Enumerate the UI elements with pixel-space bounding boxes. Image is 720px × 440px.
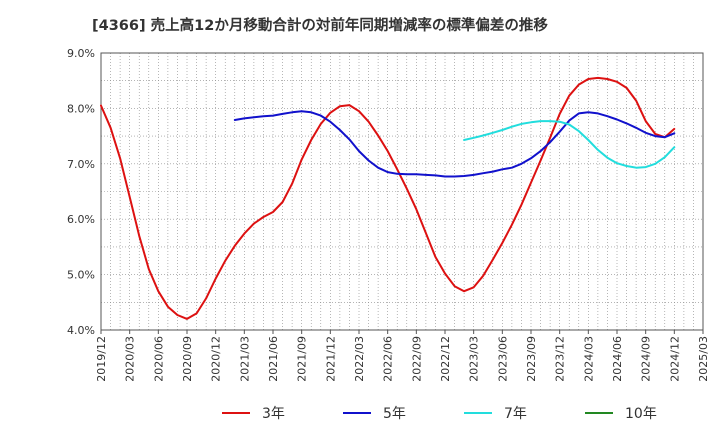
x-tick-label: 2023/03: [468, 336, 481, 382]
legend-label: 5年: [383, 406, 406, 422]
x-tick-label: 2021/09: [296, 336, 309, 382]
grid-lines: [101, 53, 703, 330]
y-tick-label: 6.0%: [67, 213, 95, 226]
x-tick-label: 2022/12: [439, 336, 452, 382]
x-tick-label: 2019/12: [95, 336, 108, 382]
x-tick-label: 2024/06: [611, 336, 624, 382]
legend-label: 7年: [504, 406, 527, 422]
x-tick-label: 2023/06: [496, 336, 509, 382]
x-tick-label: 2020/12: [210, 336, 223, 382]
x-tick-label: 2022/06: [382, 336, 395, 382]
x-tick-label: 2021/03: [238, 336, 251, 382]
x-tick-label: 2022/09: [410, 336, 423, 382]
x-tick-label: 2024/12: [668, 336, 681, 382]
x-tick-label: 2024/09: [640, 336, 653, 382]
chart-title: [4366] 売上高12か月移動合計の対前年同期増減率の標準偏差の推移: [92, 18, 548, 34]
y-tick-label: 7.0%: [67, 158, 95, 171]
y-tick-label: 8.0%: [67, 102, 95, 115]
series-line-3年: [100, 76, 676, 320]
x-tick-label: 2025/03: [697, 336, 710, 382]
y-axis: 4.0% 5.0% 6.0% 7.0% 8.0% 9.0%: [67, 47, 95, 337]
series-line-5年: [233, 110, 676, 178]
series-group: [100, 76, 676, 320]
x-tick-label: 2023/09: [525, 336, 538, 382]
x-tick-label: 2020/06: [152, 336, 165, 382]
x-tick-label: 2022/03: [353, 336, 366, 382]
series-line-7年: [463, 120, 676, 169]
x-tick-label: 2020/09: [181, 336, 194, 382]
legend-label: 3年: [262, 406, 285, 422]
x-tick-label: 2021/06: [267, 336, 280, 382]
x-tick-label: 2023/12: [554, 336, 567, 382]
legend: 3年 5年 7年 10年: [222, 406, 657, 422]
y-tick-label: 4.0%: [67, 324, 95, 337]
plot-frame: [100, 52, 704, 331]
x-tick-label: 2024/03: [582, 336, 595, 382]
y-tick-label: 5.0%: [67, 269, 95, 282]
x-tick-label: 2020/03: [124, 336, 137, 382]
x-tick-label: 2021/12: [324, 336, 337, 382]
legend-label: 10年: [625, 406, 657, 422]
y-tick-label: 9.0%: [67, 47, 95, 60]
x-axis: 2019/12 2020/03 2020/06 2020/09 2020/12 2021/…: [95, 330, 710, 382]
